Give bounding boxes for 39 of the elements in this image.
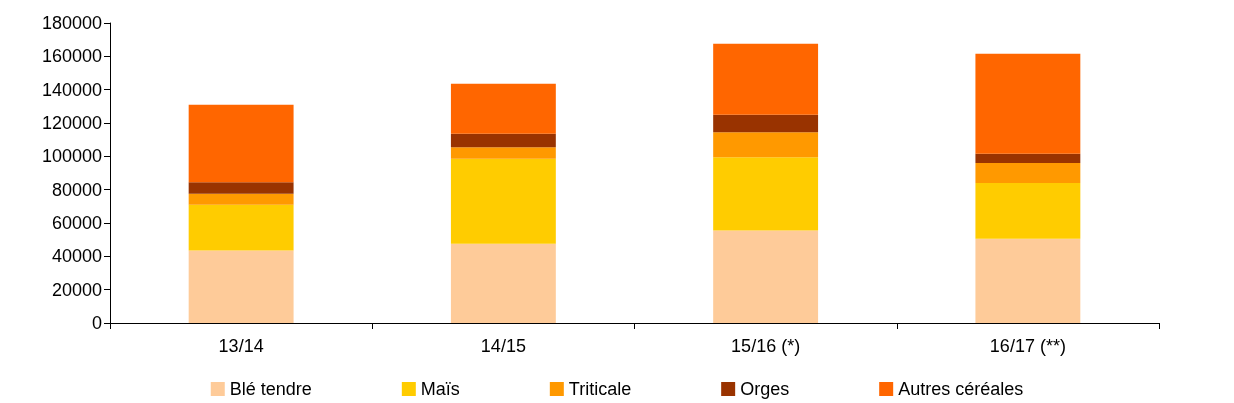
bar xyxy=(188,204,294,251)
bar xyxy=(450,133,556,148)
bar xyxy=(975,238,1081,323)
bar xyxy=(713,230,819,323)
bar xyxy=(975,163,1081,183)
y-tick-label: 80000 xyxy=(51,179,102,200)
y-tick-label: 160000 xyxy=(41,46,102,67)
bar xyxy=(188,182,294,194)
y-tick-label: 180000 xyxy=(41,13,102,33)
legend-label: Orges xyxy=(740,379,790,399)
bar xyxy=(188,104,294,183)
bar xyxy=(975,53,1081,154)
x-tick-label: 13/14 xyxy=(218,336,264,356)
bar xyxy=(713,43,819,115)
y-tick-label: 60000 xyxy=(51,213,102,233)
y-tick-label: 100000 xyxy=(41,146,102,167)
legend-label: Maïs xyxy=(420,379,460,399)
bar xyxy=(713,157,819,231)
bar xyxy=(450,83,556,134)
bar xyxy=(450,147,556,159)
y-tick-label: 120000 xyxy=(41,113,102,133)
y-tick-label: 0 xyxy=(91,313,102,333)
bar xyxy=(975,183,1081,239)
x-tick-label: 16/17 (**) xyxy=(989,336,1066,356)
bar xyxy=(713,132,819,158)
y-tick-label: 140000 xyxy=(41,79,102,100)
x-tick-label: 15/16 (*) xyxy=(731,336,801,356)
bar xyxy=(713,114,819,133)
bar xyxy=(450,158,556,244)
bar xyxy=(188,193,294,205)
bar xyxy=(975,153,1081,163)
bar xyxy=(188,250,294,323)
legend-label: Autres céréales xyxy=(898,379,1024,399)
legend-label: Triticale xyxy=(568,379,632,399)
x-tick-label: 14/15 xyxy=(480,336,526,356)
y-tick-label: 40000 xyxy=(51,246,102,267)
y-tick-label: 20000 xyxy=(51,279,102,300)
bar xyxy=(450,243,556,323)
legend-label: Blé tendre xyxy=(229,379,312,399)
